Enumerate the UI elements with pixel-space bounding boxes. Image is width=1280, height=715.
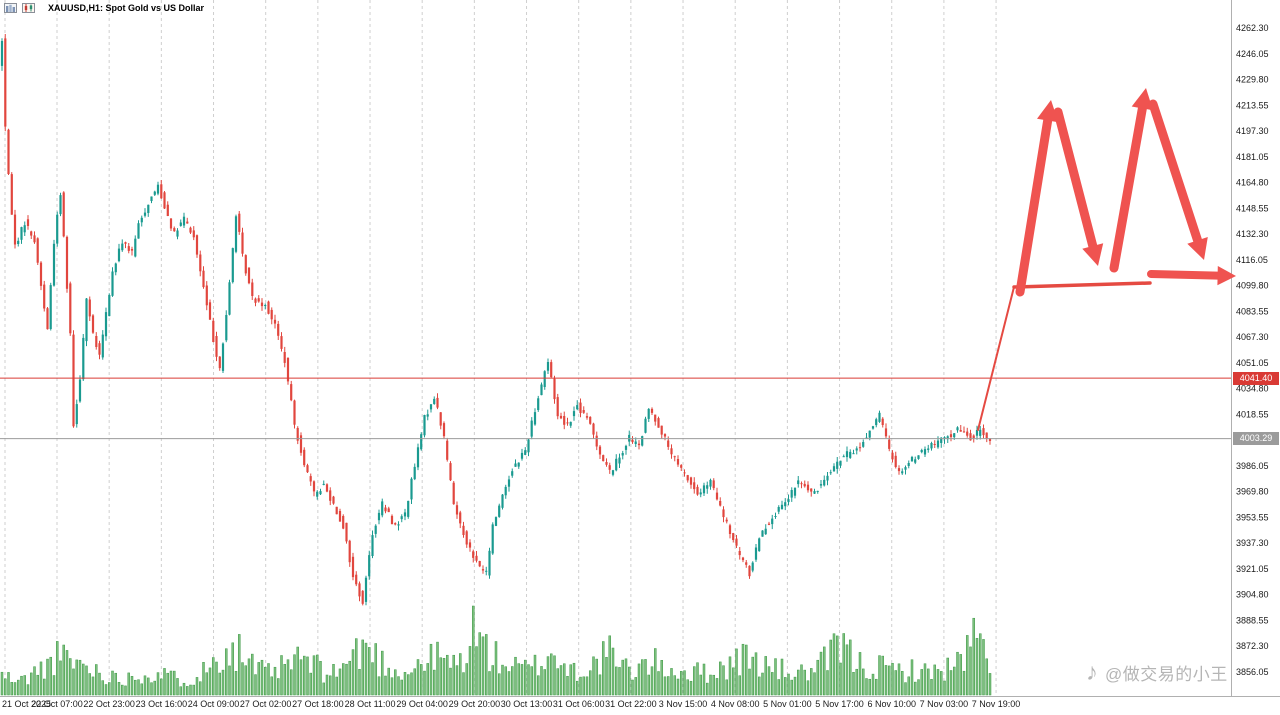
svg-text:4034.80: 4034.80 xyxy=(1236,384,1269,394)
svg-text:4018.55: 4018.55 xyxy=(1236,409,1269,419)
svg-text:22 Oct 07:00: 22 Oct 07:00 xyxy=(31,699,83,709)
svg-text:3953.55: 3953.55 xyxy=(1236,512,1269,522)
svg-text:4181.05: 4181.05 xyxy=(1236,152,1269,162)
svg-text:4197.30: 4197.30 xyxy=(1236,126,1269,136)
svg-text:4229.80: 4229.80 xyxy=(1236,75,1269,85)
svg-text:29 Oct 20:00: 29 Oct 20:00 xyxy=(449,699,501,709)
svg-text:4262.30: 4262.30 xyxy=(1236,23,1269,33)
horizontal-line-price-badge[interactable]: 4041.40 xyxy=(1233,371,1279,385)
price-lines xyxy=(0,377,1232,440)
svg-text:5 Nov 01:00: 5 Nov 01:00 xyxy=(763,699,812,709)
svg-text:7 Nov 19:00: 7 Nov 19:00 xyxy=(972,699,1021,709)
svg-text:3872.30: 3872.30 xyxy=(1236,641,1269,651)
svg-text:27 Oct 02:00: 27 Oct 02:00 xyxy=(240,699,292,709)
current-price-badge: 4003.29 xyxy=(1233,432,1279,446)
svg-text:3888.55: 3888.55 xyxy=(1236,615,1269,625)
svg-text:3904.80: 3904.80 xyxy=(1236,590,1269,600)
annotation-arrows xyxy=(977,88,1236,431)
svg-text:4099.80: 4099.80 xyxy=(1236,281,1269,291)
svg-text:4246.05: 4246.05 xyxy=(1236,49,1269,59)
svg-text:31 Oct 06:00: 31 Oct 06:00 xyxy=(553,699,605,709)
svg-text:4164.80: 4164.80 xyxy=(1236,178,1269,188)
svg-text:3856.05: 3856.05 xyxy=(1236,667,1269,677)
svg-text:4067.30: 4067.30 xyxy=(1236,332,1269,342)
svg-text:27 Oct 18:00: 27 Oct 18:00 xyxy=(292,699,344,709)
svg-text:4083.55: 4083.55 xyxy=(1236,306,1269,316)
svg-text:29 Oct 04:00: 29 Oct 04:00 xyxy=(396,699,448,709)
svg-text:3 Nov 15:00: 3 Nov 15:00 xyxy=(659,699,708,709)
gridlines xyxy=(4,0,997,696)
svg-text:3937.30: 3937.30 xyxy=(1236,538,1269,548)
svg-text:3986.05: 3986.05 xyxy=(1236,461,1269,471)
candlestick-icon[interactable] xyxy=(22,3,35,13)
svg-text:4148.55: 4148.55 xyxy=(1236,203,1269,213)
svg-text:3921.05: 3921.05 xyxy=(1236,564,1269,574)
svg-text:4 Nov 08:00: 4 Nov 08:00 xyxy=(711,699,760,709)
bar-chart-icon[interactable] xyxy=(4,3,17,13)
svg-text:5 Nov 17:00: 5 Nov 17:00 xyxy=(815,699,864,709)
svg-text:4213.55: 4213.55 xyxy=(1236,100,1269,110)
svg-text:7 Nov 03:00: 7 Nov 03:00 xyxy=(920,699,969,709)
candles xyxy=(0,34,992,606)
watermark-text: @做交易的小王 xyxy=(1105,665,1228,684)
svg-text:6 Nov 10:00: 6 Nov 10:00 xyxy=(867,699,916,709)
svg-text:4132.30: 4132.30 xyxy=(1236,229,1269,239)
svg-text:21 Oct 2025: 21 Oct 2025 xyxy=(2,699,51,709)
svg-text:4051.05: 4051.05 xyxy=(1236,358,1269,368)
volume-bars xyxy=(0,605,992,696)
svg-text:3969.80: 3969.80 xyxy=(1236,487,1269,497)
chart-title: XAUUSD,H1: Spot Gold vs US Dollar xyxy=(48,3,205,13)
svg-text:4116.05: 4116.05 xyxy=(1236,255,1268,265)
svg-text:31 Oct 22:00: 31 Oct 22:00 xyxy=(605,699,657,709)
svg-text:28 Oct 11:00: 28 Oct 11:00 xyxy=(345,699,396,709)
watermark: ♪ @做交易的小王 xyxy=(1086,660,1228,685)
svg-text:23 Oct 16:00: 23 Oct 16:00 xyxy=(136,699,188,709)
svg-text:22 Oct 23:00: 22 Oct 23:00 xyxy=(83,699,135,709)
svg-text:30 Oct 13:00: 30 Oct 13:00 xyxy=(501,699,553,709)
svg-text:24 Oct 09:00: 24 Oct 09:00 xyxy=(188,699,240,709)
watermark-logo-icon: ♪ xyxy=(1086,658,1098,686)
chart-title-bar: XAUUSD,H1: Spot Gold vs US Dollar xyxy=(4,3,204,13)
